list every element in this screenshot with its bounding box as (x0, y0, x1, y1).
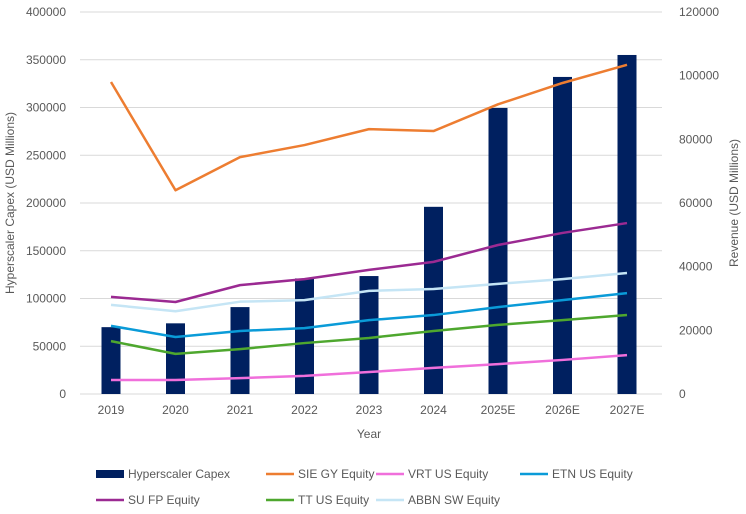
bar-hyperscaler-capex (424, 206, 443, 394)
bar-hyperscaler-capex (617, 54, 637, 394)
y2-tick-label: 120000 (679, 5, 719, 19)
legend-label: VRT US Equity (408, 467, 488, 481)
x-tick-label: 2025E (481, 403, 516, 417)
line-vrt-us-equity (111, 353, 628, 382)
line-su-fp-equity (110, 221, 628, 304)
y2-tick-label: 100000 (679, 69, 719, 83)
line-etn-us-equity (110, 291, 628, 339)
bar-hyperscaler-capex (553, 76, 572, 394)
y-tick-label: 0 (59, 387, 66, 401)
x-tick-label: 2021 (227, 403, 254, 417)
y-tick-label: 250000 (26, 148, 66, 162)
bar-hyperscaler-capex (230, 307, 250, 394)
y-tick-label: 150000 (26, 244, 66, 258)
y2-axis-label: Revenue (USD Millions) (727, 139, 741, 267)
x-axis-label: Year (357, 427, 381, 441)
legend-label: SU FP Equity (128, 493, 200, 507)
line-abbn-sw-equity (110, 271, 628, 313)
legend-label: Hyperscaler Capex (128, 467, 230, 481)
x-tick-label: 2023 (356, 403, 383, 417)
y2-tick-label: 20000 (679, 323, 713, 337)
y2-tick-label: 80000 (679, 132, 713, 146)
y2-tick-label: 0 (679, 387, 686, 401)
x-tick-label: 2027E (610, 403, 645, 417)
y-tick-label: 300000 (26, 101, 66, 115)
bar-hyperscaler-capex (359, 276, 379, 394)
y-tick-label: 200000 (26, 196, 66, 210)
bar-hyperscaler-capex (488, 107, 508, 394)
legend-label: SIE GY Equity (298, 467, 374, 481)
y2-tick-label: 60000 (679, 196, 713, 210)
y-tick-label: 400000 (26, 5, 66, 19)
line-sie-gy-equity (109, 63, 628, 192)
bar-hyperscaler-capex (101, 327, 121, 394)
x-tick-label: 2019 (98, 403, 125, 417)
y-tick-label: 350000 (26, 53, 66, 67)
bar-hyperscaler-capex (166, 323, 185, 394)
legend-label: ABBN SW Equity (408, 493, 500, 507)
bar-hyperscaler-capex (295, 278, 314, 394)
legend-label: TT US Equity (298, 493, 369, 507)
legend-swatch (96, 470, 124, 478)
legend-label: ETN US Equity (552, 467, 633, 481)
x-tick-label: 2022 (291, 403, 318, 417)
x-tick-label: 2024 (420, 403, 447, 417)
line-tt-us-equity (110, 313, 628, 356)
y-tick-label: 50000 (33, 339, 67, 353)
y-tick-label: 100000 (26, 292, 66, 306)
x-tick-label: 2026E (545, 403, 580, 417)
legend: Hyperscaler Capex SIE GY Equity VRT US Equ… (96, 467, 633, 507)
y2-tick-label: 40000 (679, 260, 713, 274)
x-tick-label: 2020 (162, 403, 189, 417)
y-axis-label: Hyperscaler Capex (USD Millions) (3, 112, 17, 294)
